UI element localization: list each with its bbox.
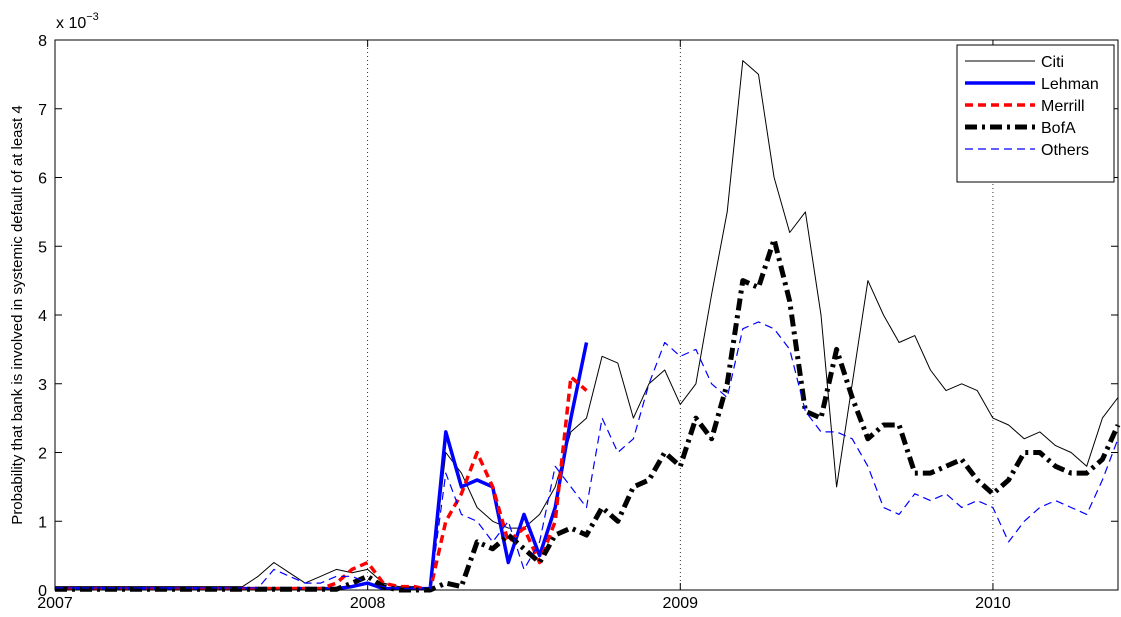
- legend-label: Merrill: [1041, 98, 1085, 115]
- legend: Citi Lehman Merrill BofA Others: [956, 44, 1115, 183]
- y-tick-label: 7: [38, 102, 47, 119]
- multiplier-base: x 10: [56, 15, 86, 32]
- plot-area: [55, 40, 1118, 590]
- y-multiplier: x 10−3: [56, 11, 99, 32]
- series-line: [55, 60, 1119, 591]
- y-tick-label: 4: [38, 308, 47, 325]
- legend-label: Citi: [1041, 54, 1064, 71]
- y-tick-label: 1: [38, 514, 47, 531]
- y-tick-label: 6: [38, 171, 47, 188]
- y-tick-label: 2: [38, 446, 47, 463]
- y-tick-label: 3: [38, 377, 47, 394]
- x-tick-label: 2007: [37, 595, 73, 612]
- legend-label: Others: [1041, 142, 1089, 159]
- x-tick-label: 2008: [350, 595, 386, 612]
- y-axis-label: Probability that bank is involved in sys…: [9, 105, 26, 524]
- legend-box: [956, 44, 1115, 183]
- y-tick-label: 8: [38, 33, 47, 50]
- y-tick-label: 0: [38, 583, 47, 600]
- x-tick-label: 2009: [662, 595, 698, 612]
- legend-label: Lehman: [1041, 76, 1099, 93]
- series-line: [55, 321, 1119, 591]
- y-tick-label: 5: [38, 239, 47, 256]
- legend-label: BofA: [1041, 120, 1076, 137]
- plot-frame: [54, 39, 1119, 591]
- x-tick-label: 2010: [975, 595, 1011, 612]
- multiplier-exponent: −3: [86, 11, 99, 23]
- series-line: [55, 236, 1121, 593]
- series-line: [55, 375, 588, 592]
